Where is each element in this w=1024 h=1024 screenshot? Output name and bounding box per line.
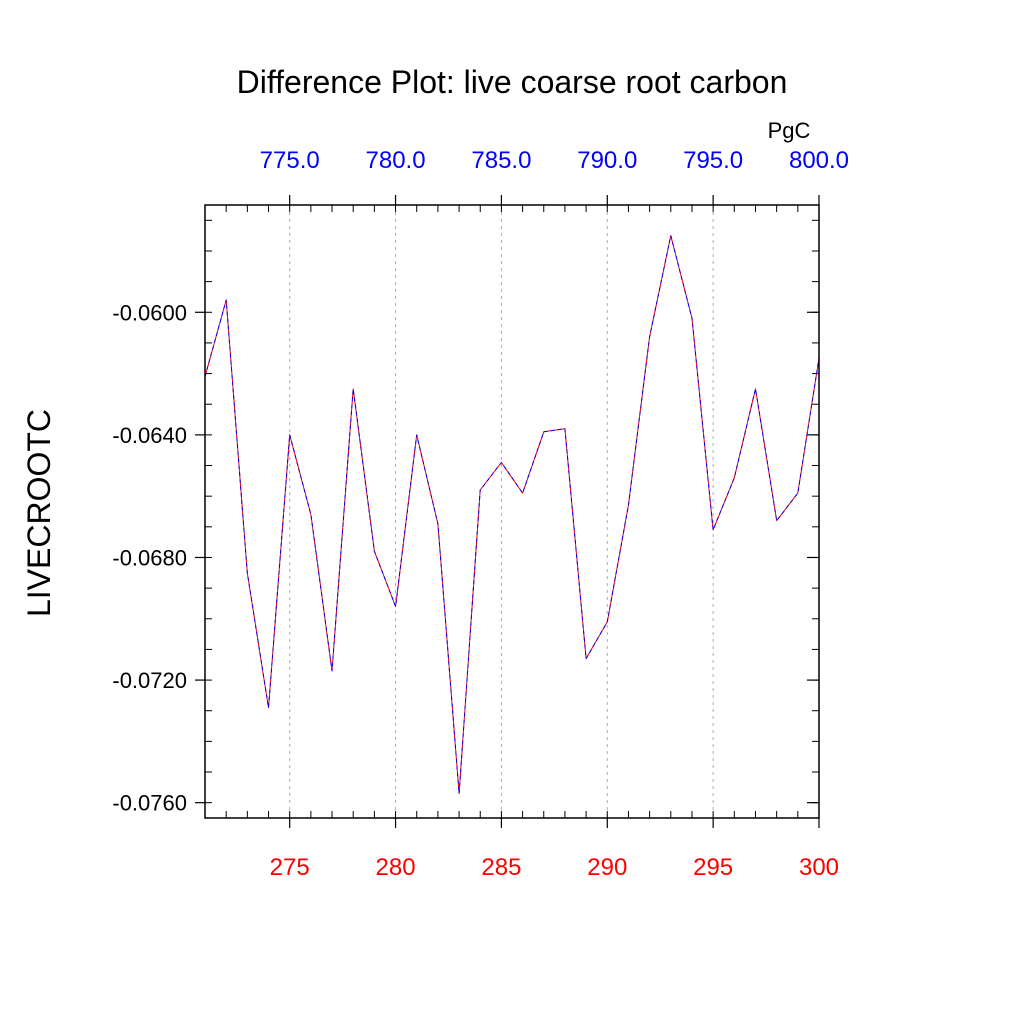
y-tick-label: -0.0640 [112,423,187,448]
y-tick-label: -0.0680 [112,545,187,570]
x-tick-label-bottom: 275 [270,854,310,881]
tick-labels: 275 280 285 290 295 300 775.0 780.0 785.0 790.0 79… [112,147,849,881]
y-tick-label: -0.0720 [112,668,187,693]
x-tick-label-top: 780.0 [366,147,426,174]
series-line-blue [204,235,820,794]
grid-lines [289,205,714,818]
y-tick-label: -0.0600 [112,300,187,325]
x-tick-label-bottom: 295 [693,854,733,881]
y-tick-label: -0.0760 [112,791,187,816]
x-tick-label-top: 800.0 [789,147,849,174]
x-tick-label-top: 790.0 [577,147,637,174]
units-label: PgC [768,118,811,143]
x-tick-label-bottom: 285 [481,854,521,881]
x-tick-label-top: 775.0 [260,147,320,174]
x-tick-label-bottom: 290 [587,854,627,881]
major-ticks [195,195,820,828]
x-tick-label-top: 795.0 [683,147,743,174]
minor-ticks [204,205,820,818]
chart-title: Difference Plot: live coarse root carbon [237,64,788,100]
plot-frame [204,204,820,819]
series-lines [204,235,820,794]
y-axis-label: LIVECROOTC [21,409,57,617]
x-tick-label-top: 785.0 [471,147,531,174]
x-tick-label-bottom: 280 [376,854,416,881]
series-line-red [204,235,820,794]
x-tick-label-bottom: 300 [799,854,839,881]
